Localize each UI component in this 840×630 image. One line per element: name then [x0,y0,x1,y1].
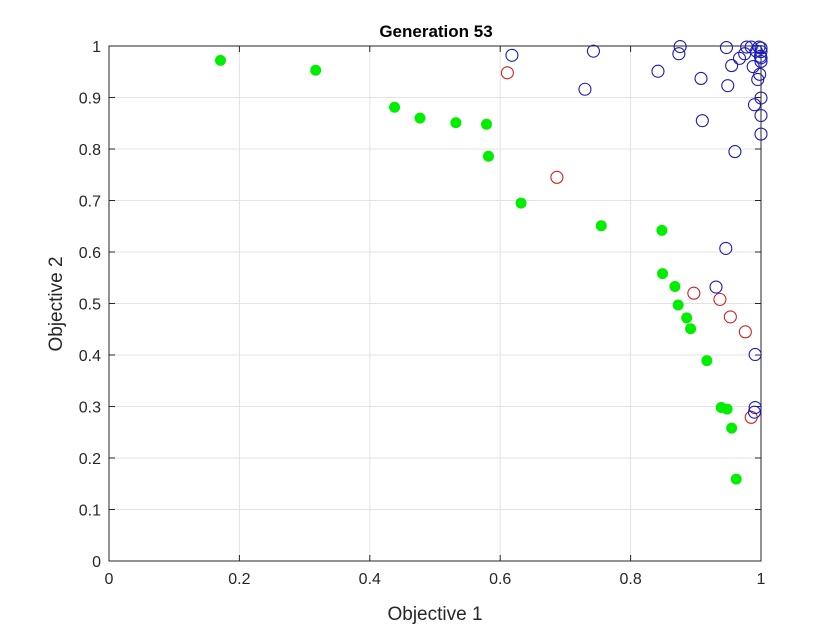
data-point-open [709,280,723,294]
data-point-open [748,400,762,415]
data-point-filled [669,281,681,293]
chart-title: Generation 53 [379,22,492,41]
x-tick-label: 0 [105,571,114,588]
x-tick-label: 0.4 [359,571,381,588]
data-point-filled [482,150,494,162]
data-point-open [754,127,768,141]
x-axis-label: Objective 1 [387,604,482,625]
data-point-filled [481,118,493,130]
y-tick-label: 0.6 [79,245,101,262]
series-1 [500,66,758,424]
data-point-open [754,51,768,65]
data-point-open [723,310,737,324]
data-point-open [725,59,739,73]
data-point-open [754,45,768,59]
y-tick-label: 0.3 [79,400,101,417]
y-tick-label: 0.9 [79,91,101,108]
data-point-open [586,44,600,58]
data-point-open [687,286,701,300]
y-tick-label: 1 [92,39,101,56]
y-tick-label: 0.7 [79,194,101,211]
y-tick-label: 0.1 [79,503,101,520]
data-point-open [719,241,733,255]
data-point-open [747,98,762,112]
data-point-filled [701,355,713,367]
data-point-open [748,347,762,362]
data-point-filled [310,64,322,76]
data-point-open [732,51,747,65]
series-2 [505,39,768,419]
data-point-open [695,114,709,128]
data-point-filled [214,54,226,66]
data-point-open [550,170,564,184]
data-point-filled [450,117,462,129]
data-point-open [719,40,733,55]
data-point-open [754,41,768,55]
data-point-filled [672,299,684,311]
data-point-open [754,91,768,105]
data-point-open [578,82,592,96]
data-point-filled [515,197,527,209]
data-point-open [753,67,767,81]
data-point-filled [656,224,668,236]
data-point-filled [726,422,738,434]
data-point-open [728,145,742,159]
data-point-open [713,292,727,306]
data-point-open [738,325,752,339]
y-axis-label: Objective 2 [46,256,67,351]
data-point-filled [721,403,733,415]
data-point-open [694,71,708,85]
y-tick-label: 0 [92,554,101,571]
data-point-open [746,60,760,74]
series-0 [214,54,742,485]
data-point-open [672,47,686,61]
x-tick-label: 1 [757,571,766,588]
data-point-open [651,64,665,78]
data-point-filled [389,101,401,113]
y-tick-label: 0.2 [79,451,101,468]
data-point-open [747,405,762,419]
y-tick-label: 0.5 [79,297,101,314]
data-point-filled [685,323,697,335]
y-tick-label: 0.8 [79,142,101,159]
data-point-open [673,39,687,54]
data-point-filled [595,220,607,232]
data-point-filled [730,473,742,485]
data-point-filled [657,268,669,280]
data-point-filled [681,312,693,324]
data-point-open [500,66,514,80]
y-tick-label: 0.4 [79,348,101,365]
x-tick-label: 0.2 [228,571,250,588]
x-tick-label: 0.8 [619,571,641,588]
data-point-filled [414,112,426,124]
data-point-open [754,108,768,123]
plot-area: 0 0.2 0.4 0.6 0.8 1 0 0.1 0.2 0.3 0.4 0.5 0.6 0.7 0.8 0… [79,39,768,588]
data-point-open [721,79,735,93]
data-point-open [505,48,519,62]
data-point-open [754,54,768,69]
x-tick-label: 0.6 [489,571,511,588]
